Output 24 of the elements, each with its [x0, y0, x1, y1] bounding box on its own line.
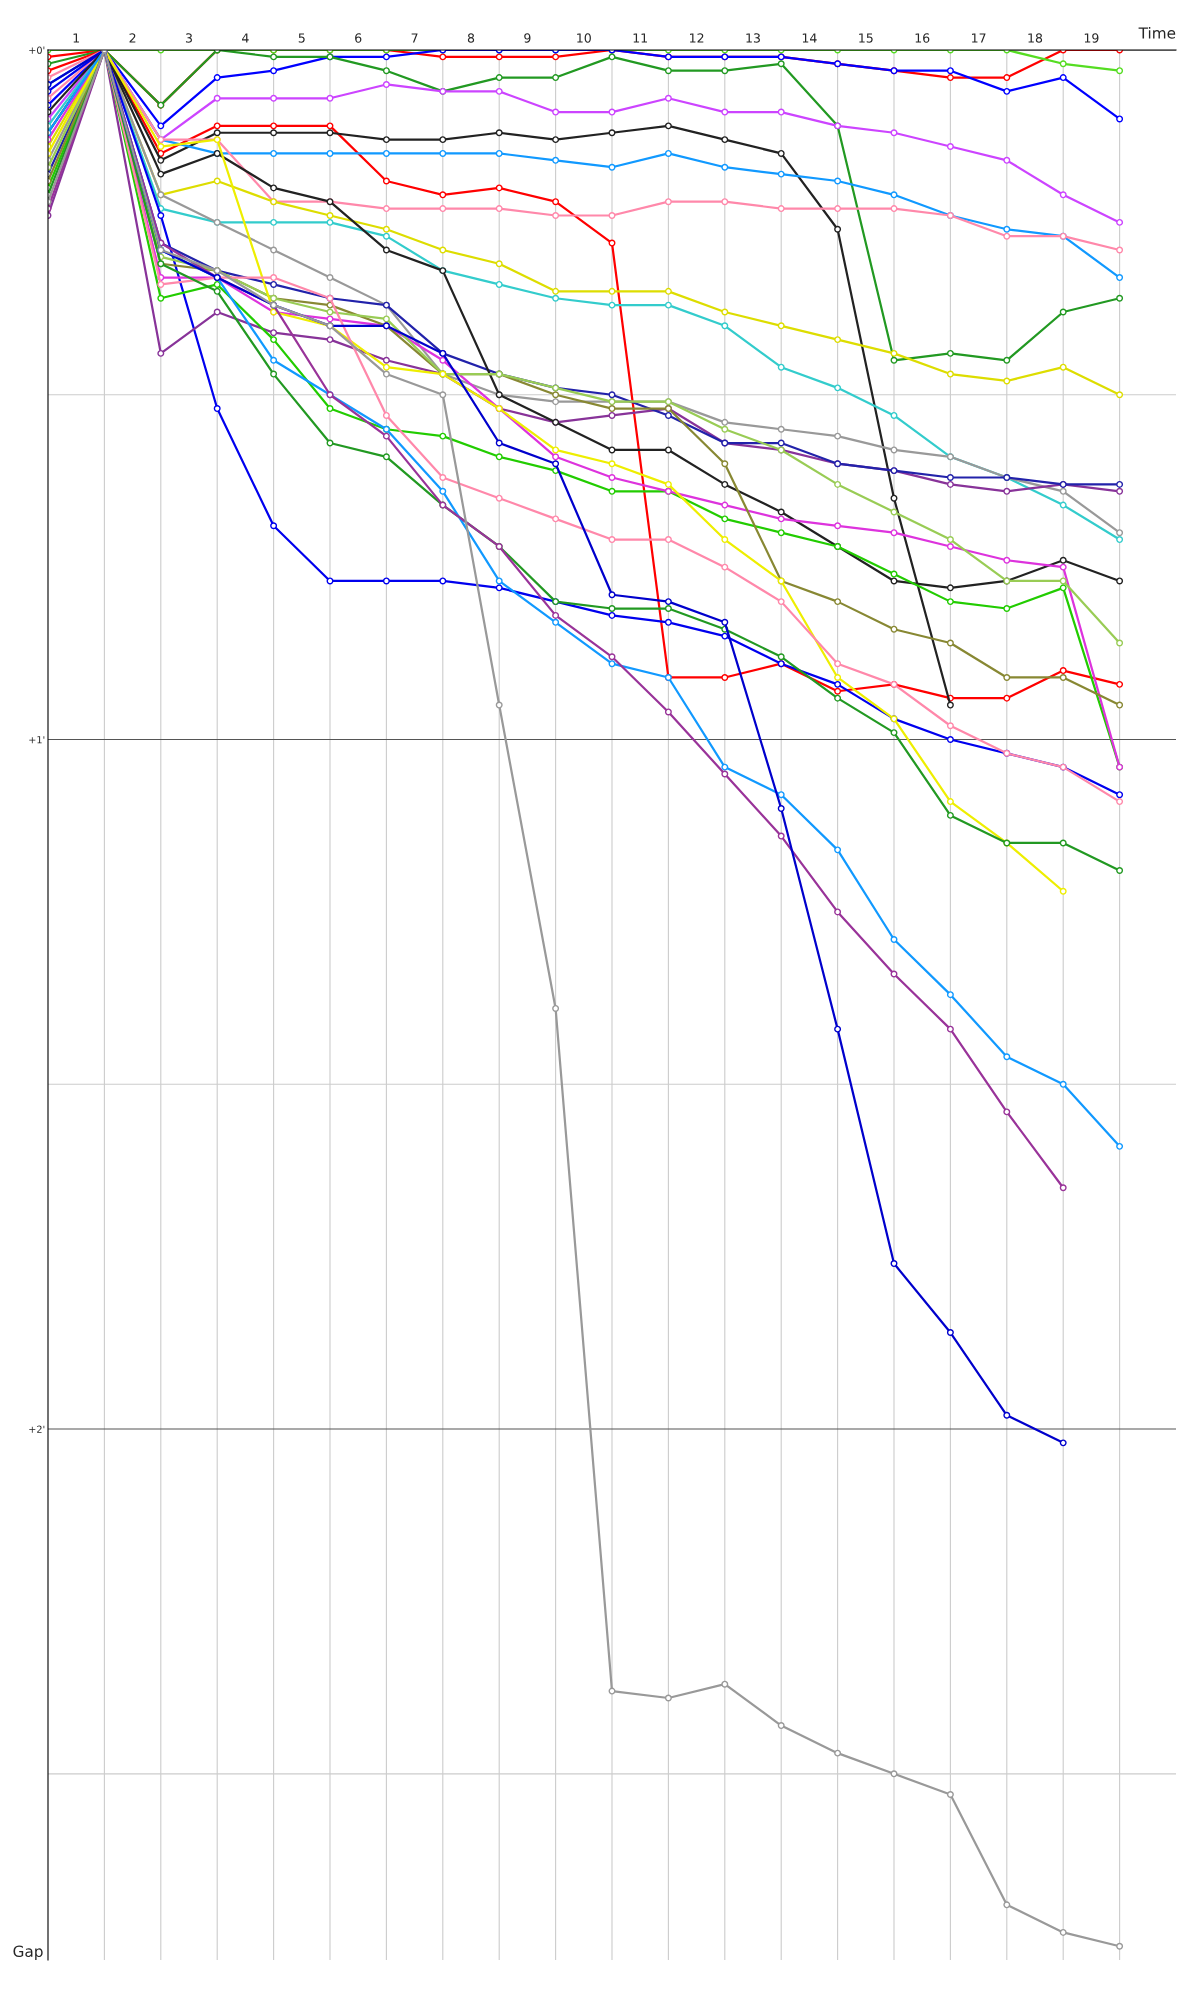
- x-tick-label: 13: [746, 33, 760, 43]
- x-tick-label: 17: [972, 33, 986, 43]
- y-tick-label: +2': [29, 1425, 45, 1433]
- x-tick-label: 18: [1028, 33, 1043, 43]
- x-tick-label: 6: [355, 33, 362, 43]
- x-tick-label: 9: [524, 33, 531, 43]
- x-tick-label: 12: [690, 33, 704, 43]
- y-axis-title: Gap: [13, 1945, 43, 1960]
- y-tick-label: +1': [29, 736, 45, 744]
- x-tick-label: 14: [802, 33, 817, 43]
- x-tick-label: 19: [1084, 33, 1099, 43]
- x-tick-label: 8: [467, 33, 475, 43]
- x-tick-label: 4: [242, 33, 249, 43]
- x-tick-label: 11: [633, 33, 647, 43]
- x-tick-label: 15: [859, 33, 873, 43]
- x-axis-title: Time: [1138, 26, 1176, 39]
- x-tick-label: 2: [129, 33, 136, 43]
- x-tick-label: 1: [73, 33, 80, 43]
- x-tick-label: 5: [298, 33, 305, 43]
- x-tick-label: 10: [577, 33, 591, 43]
- y-tick-label: +0': [29, 46, 45, 54]
- x-tick-label: 7: [411, 33, 418, 43]
- x-tick-label: 16: [915, 33, 930, 43]
- x-tick-label: 3: [185, 33, 192, 43]
